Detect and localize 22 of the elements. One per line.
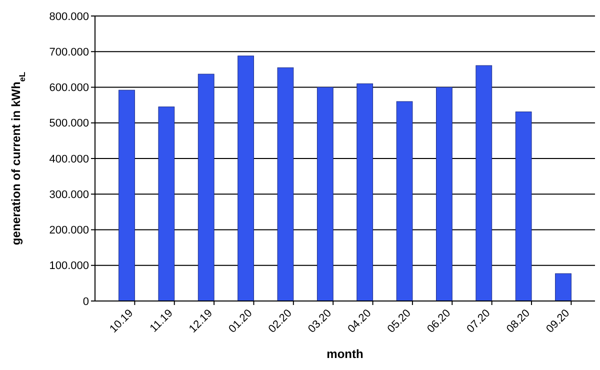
y-tick-label: 800.000	[49, 10, 89, 23]
bar	[356, 83, 374, 302]
bar	[118, 90, 135, 302]
y-tick-label: 0	[82, 296, 89, 308]
x-axis-title: month	[326, 347, 364, 361]
y-tick-label: 200.000	[49, 224, 89, 237]
bar	[316, 87, 334, 302]
bar	[555, 273, 572, 302]
bar	[277, 67, 294, 302]
bar	[396, 101, 413, 302]
bar	[198, 74, 214, 302]
bar	[515, 112, 532, 302]
y-tick-label: 400.000	[49, 153, 89, 166]
y-tick-label: 100.000	[49, 260, 89, 272]
bar	[158, 106, 175, 302]
bar	[238, 56, 254, 302]
bar	[476, 65, 492, 302]
y-tick-label: 700.000	[49, 46, 89, 58]
y-tick-label: 600.000	[49, 82, 89, 94]
bar	[436, 87, 452, 302]
y-tick-label: 300.000	[49, 188, 89, 201]
y-tick-label: 500.000	[49, 118, 89, 130]
